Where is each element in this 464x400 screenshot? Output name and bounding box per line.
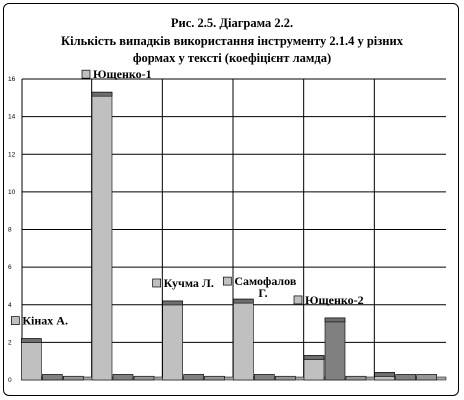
chart-frame: [3, 3, 459, 396]
bar: [183, 374, 204, 381]
bar: [416, 374, 437, 381]
chart-subtitle-line-2: формах у тексті (коефіцієнт ламда): [132, 51, 332, 65]
y-tick-label: 10: [8, 189, 16, 196]
bar: [254, 374, 275, 381]
y-tick-label: 14: [8, 114, 16, 121]
bar: [204, 375, 225, 381]
bar: [63, 375, 84, 381]
bar-cap: [374, 372, 395, 377]
label-marker-icon: [10, 316, 20, 325]
bar: [21, 338, 42, 381]
bar: [42, 374, 63, 381]
y-tick-label: 2: [8, 339, 12, 346]
bar: [162, 300, 183, 381]
bar: [275, 375, 296, 381]
bar: [133, 375, 155, 381]
bar: [324, 317, 346, 381]
group-label-cont: Г.: [258, 286, 267, 300]
bar-cap: [303, 355, 325, 360]
bar: [112, 374, 134, 381]
group-label: Кучма Л.: [164, 276, 214, 290]
bar-cap: [91, 91, 113, 97]
chart-subtitle-line-1: Кількість випадків використання інструме…: [61, 34, 403, 48]
label-marker-icon: [222, 276, 232, 286]
chart-title: Рис. 2.5. Діаграма 2.2.: [170, 16, 294, 30]
bar-cap: [233, 298, 254, 304]
label-marker-icon: [293, 295, 303, 305]
label-marker-icon: [152, 278, 162, 288]
y-tick-label: 8: [8, 227, 12, 234]
y-tick-label: 6: [8, 264, 12, 271]
y-tick-label: 16: [8, 76, 16, 83]
bar-cap: [324, 317, 346, 323]
bar-cap: [21, 338, 42, 343]
group-label: Ющенко-2: [305, 293, 364, 307]
y-tick-label: 4: [8, 302, 12, 309]
bar: [345, 375, 367, 381]
bar: [395, 374, 416, 381]
bar: [91, 91, 113, 381]
y-tick-label: 12: [8, 151, 16, 158]
bar: [233, 298, 254, 381]
group-label: Самофалов: [234, 274, 297, 288]
group-label: Ющенко-1: [93, 67, 152, 81]
group-label: Кінах А.: [22, 314, 68, 328]
bar-cap: [162, 300, 183, 306]
label-marker-icon: [81, 69, 91, 79]
y-tick-label: 0: [8, 377, 12, 384]
